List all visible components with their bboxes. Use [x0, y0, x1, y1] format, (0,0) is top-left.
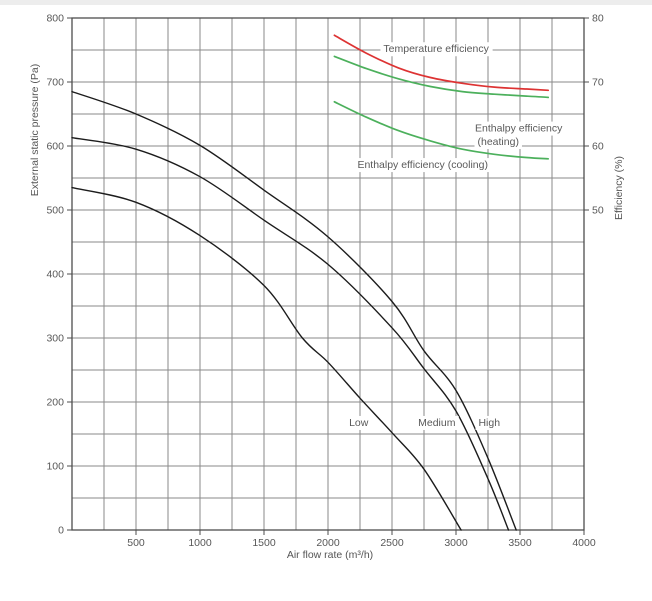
enthalpy-efficiency-cooling-curve	[333, 100, 550, 160]
x-tick-label: 4000	[572, 537, 596, 549]
y-left-tick-label: 0	[58, 525, 64, 537]
curve-label: Temperature efficiency	[383, 43, 489, 55]
curve-label: Enthalpy efficiency	[475, 123, 563, 135]
x-tick-label: 500	[127, 537, 145, 549]
curve-labels: Temperature efficiency Enthalpy efficienc…	[346, 42, 567, 430]
axis-tick-labels: 0 100 200 300 400 500 600 700 800 500 1000 1500 2000…	[46, 13, 603, 550]
y-left-tick-label: 400	[46, 269, 64, 281]
curve-label-background	[380, 42, 493, 57]
fan-medium-curve	[71, 137, 510, 531]
temperature-efficiency-curve	[333, 34, 550, 92]
y-left-tick-label: 800	[46, 13, 64, 25]
y-left-axis-title: External static pressure (Pa)	[29, 64, 41, 196]
curve-label: High	[478, 417, 500, 429]
curve-label: Medium	[418, 417, 456, 429]
y-right-tick-label: 70	[592, 77, 604, 89]
x-axis-title: Air flow rate (m³/h)	[287, 549, 373, 561]
y-right-tick-label: 80	[592, 13, 604, 25]
enthalpy-efficiency-heating-curve	[333, 55, 550, 99]
curve-label: Low	[349, 417, 369, 429]
fan-high-curve	[71, 90, 517, 531]
y-left-tick-label: 300	[46, 333, 64, 345]
axis-ticks	[67, 17, 589, 535]
x-tick-label: 1000	[188, 537, 212, 549]
y-right-tick-label: 60	[592, 141, 604, 153]
curve-label-background	[472, 121, 567, 136]
y-left-tick-label: 500	[46, 205, 64, 217]
fan-low-curve	[71, 186, 462, 531]
x-tick-label: 2500	[380, 537, 404, 549]
curve-label: (heating)	[478, 136, 519, 148]
curve-label: Enthalpy efficiency (cooling)	[357, 159, 488, 171]
y-left-tick-label: 700	[46, 77, 64, 89]
x-tick-label: 3500	[508, 537, 532, 549]
y-left-tick-label: 600	[46, 141, 64, 153]
window-top-strip	[0, 0, 652, 5]
y-right-tick-label: 50	[592, 205, 604, 217]
data-series	[71, 34, 550, 531]
curve-label-background	[354, 158, 491, 173]
curve-label-background	[346, 415, 372, 430]
x-tick-label: 3000	[444, 537, 468, 549]
x-tick-label: 2000	[316, 537, 340, 549]
y-right-axis-title: Efficiency (%)	[613, 156, 625, 220]
curve-label-background	[475, 415, 504, 430]
x-tick-label: 1500	[252, 537, 276, 549]
curve-label-background	[415, 415, 459, 430]
y-left-tick-label: 200	[46, 397, 64, 409]
curve-label-background	[474, 135, 522, 150]
y-left-tick-label: 100	[46, 461, 64, 473]
